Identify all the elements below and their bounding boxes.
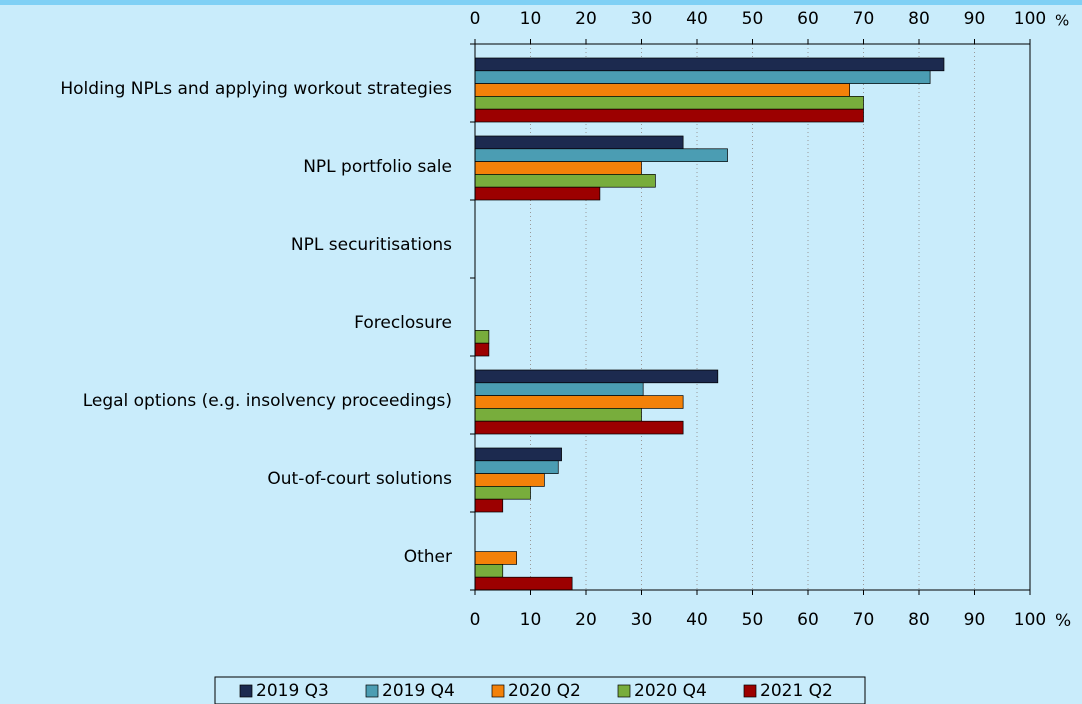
x-tick-label: 70 — [853, 610, 875, 630]
x-tick-label: 20 — [575, 9, 597, 29]
category-label: Out-of-court solutions — [267, 469, 452, 489]
legend-box — [214, 676, 866, 704]
legend-swatch — [491, 684, 505, 698]
bar — [474, 369, 719, 384]
x-tick-label: 30 — [631, 9, 653, 29]
bar — [474, 498, 504, 513]
top-strip — [0, 0, 1082, 5]
x-tick-label: 60 — [797, 9, 819, 29]
unit-label: % — [1055, 611, 1071, 631]
x-tick-label: 0 — [470, 9, 481, 29]
plot-border — [474, 43, 1031, 591]
x-tick-label: 40 — [686, 610, 708, 630]
category-label: Foreclosure — [354, 313, 452, 333]
x-tick-label: 40 — [686, 9, 708, 29]
x-tick-label: 30 — [631, 610, 653, 630]
bar — [474, 395, 684, 409]
bar — [474, 70, 931, 84]
bar — [474, 148, 728, 162]
bar — [474, 473, 545, 487]
x-tick-label: 100 — [1014, 9, 1046, 29]
legend-label: 2021 Q2 — [760, 681, 833, 701]
bar — [474, 96, 864, 110]
bar — [474, 564, 504, 578]
x-tick-label: 100 — [1014, 610, 1046, 630]
x-tick-label: 50 — [742, 610, 764, 630]
legend-label: 2020 Q2 — [508, 681, 581, 701]
legend-label: 2020 Q4 — [634, 681, 707, 701]
category-label: Other — [404, 547, 452, 567]
bar — [474, 161, 642, 175]
bar — [474, 135, 684, 150]
bar — [474, 57, 945, 72]
category-label: NPL portfolio sale — [303, 157, 452, 177]
bar — [474, 174, 656, 188]
x-tick-label: 80 — [908, 610, 930, 630]
bar — [474, 382, 644, 396]
bar — [474, 486, 531, 500]
bar — [474, 342, 490, 357]
bar — [474, 186, 601, 201]
category-label: Legal options (e.g. insolvency proceedin… — [83, 391, 452, 411]
x-tick-label: 0 — [470, 610, 481, 630]
x-tick-label: 20 — [575, 610, 597, 630]
x-tick-label: 10 — [520, 9, 542, 29]
x-tick-label: 10 — [520, 610, 542, 630]
x-tick-label: 50 — [742, 9, 764, 29]
bar — [474, 551, 517, 565]
unit-label: % — [1055, 12, 1069, 30]
legend-swatch — [743, 684, 757, 698]
x-tick-label: 80 — [908, 9, 930, 29]
bar — [474, 447, 562, 462]
legend-swatch — [239, 684, 253, 698]
x-tick-label: 90 — [964, 610, 986, 630]
bar — [474, 408, 642, 422]
legend-swatch — [617, 684, 631, 698]
bar — [474, 460, 559, 474]
x-tick-label: 70 — [853, 9, 875, 29]
legend-label: 2019 Q4 — [382, 681, 455, 701]
category-label: NPL securitisations — [291, 235, 452, 255]
x-tick-label: 90 — [964, 9, 986, 29]
legend-swatch — [365, 684, 379, 698]
legend-label: 2019 Q3 — [256, 681, 329, 701]
category-label: Holding NPLs and applying workout strate… — [60, 79, 452, 99]
bar — [474, 576, 573, 591]
x-tick-label: 60 — [797, 610, 819, 630]
bar — [474, 330, 490, 344]
bar — [474, 108, 864, 123]
bar — [474, 420, 684, 435]
bar — [474, 83, 850, 97]
